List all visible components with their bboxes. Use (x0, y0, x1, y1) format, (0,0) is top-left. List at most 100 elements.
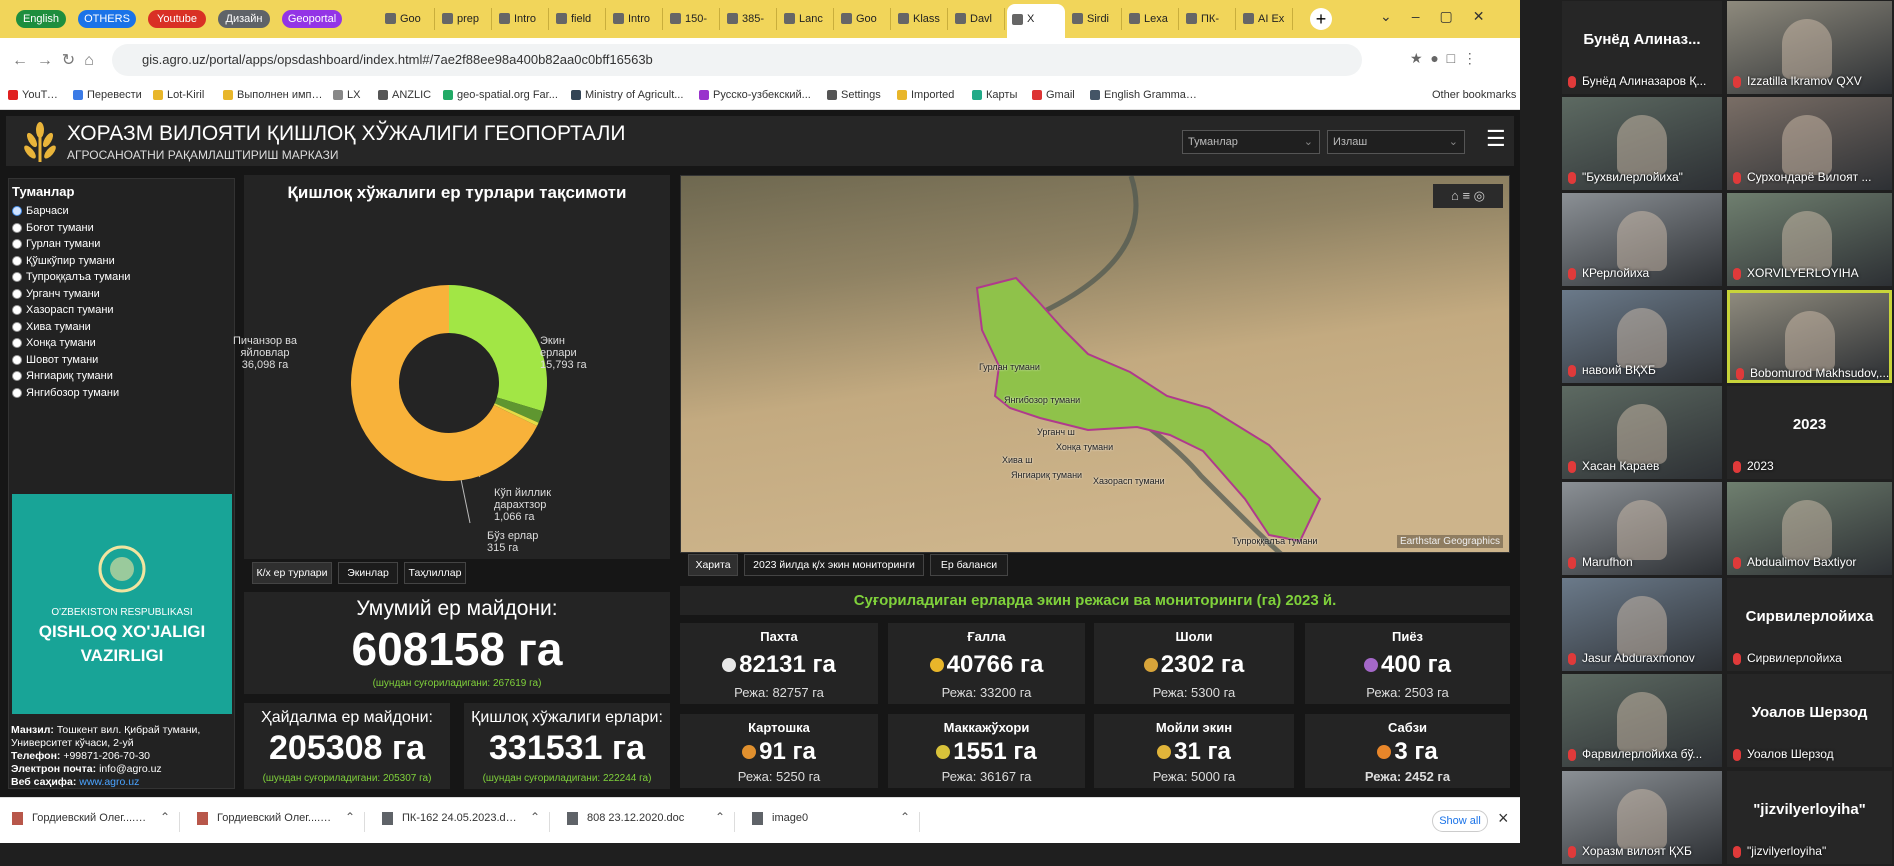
video-tile[interactable]: Уоалов Шерзод Уоалов Шерзод (1727, 674, 1892, 768)
download-item[interactable]: ПК-162 24.05.2023.doc ⌃ (382, 810, 550, 832)
browser-tab[interactable]: Intro (494, 8, 549, 30)
tab[interactable]: Ер баланси (930, 554, 1008, 576)
video-tile[interactable]: Хасан Караев (1562, 385, 1722, 479)
download-item[interactable]: image0 ⌃ (752, 810, 920, 832)
video-tile[interactable]: Izzatilla Ikramov QXV (1727, 1, 1892, 94)
video-tile[interactable]: Фарвилерлойиха бў... (1562, 674, 1722, 768)
download-item[interactable]: Гордиевский Олег....zip ⌃ (197, 810, 365, 832)
tab-group[interactable]: Дизайн (218, 10, 270, 28)
video-tile[interactable]: Marufhon (1562, 482, 1722, 575)
browser-tab[interactable]: prep (437, 8, 492, 30)
video-tile[interactable]: Бунёд Алиназ... Бунёд Алиназаров Қ... (1562, 1, 1722, 94)
tab-group[interactable]: OTHERS (78, 10, 136, 28)
tab-group[interactable]: Youtube (148, 10, 206, 28)
radio[interactable] (12, 338, 22, 348)
bookmark[interactable]: Русско-узбекский... (699, 89, 817, 101)
bookmark[interactable]: Imported (897, 89, 962, 101)
file-menu[interactable]: ⌃ (530, 810, 541, 824)
video-tile[interactable]: Сирвилерлойиха Сирвилерлойиха (1727, 578, 1892, 672)
district-option[interactable]: Гурлан тумани (12, 238, 100, 250)
video-tile[interactable]: 2023 2023 (1727, 385, 1892, 479)
video-tile[interactable]: "Бухвилерлойиха" (1562, 97, 1722, 191)
district-option[interactable]: Боғот тумани (12, 222, 94, 234)
tab-group[interactable]: English (16, 10, 66, 28)
tab-group[interactable]: Geoportal (282, 10, 342, 28)
radio[interactable] (12, 255, 22, 266)
browser-tab[interactable]: Goo (380, 8, 435, 30)
close-downloads[interactable]: × (1498, 808, 1509, 828)
toolbar-icons[interactable]: ★ ● □ ⋮ (1410, 50, 1477, 66)
radio[interactable] (12, 305, 22, 315)
bookmark[interactable]: ANZLIC (378, 89, 433, 101)
video-tile[interactable]: XORVILYERLOYIHA (1727, 193, 1892, 287)
radio[interactable] (12, 239, 22, 249)
video-tile[interactable]: Сурхондарё Вилоят ... (1727, 97, 1892, 191)
file-menu[interactable]: ⌃ (900, 810, 911, 824)
omnibox[interactable]: gis.agro.uz/portal/apps/opsdashboard/ind… (112, 44, 1362, 76)
radio[interactable] (12, 321, 22, 332)
download-item[interactable]: 808 23.12.2020.doc ⌃ (567, 810, 735, 832)
district-option[interactable]: Янгибозор тумани (12, 387, 119, 399)
video-tile[interactable]: "jizvilyerloyiha" "jizvilyerloyiha" (1727, 770, 1892, 864)
dropdown[interactable]: Излаш ⌄ (1327, 130, 1465, 154)
show-all-button[interactable]: Show all (1432, 810, 1488, 832)
browser-tab[interactable]: 385- (722, 8, 777, 30)
bookmark[interactable]: Settings (827, 89, 887, 101)
browser-tab[interactable]: Sirdi (1067, 8, 1122, 30)
nav-buttons[interactable]: ← → ↻ ⌂ (12, 52, 94, 69)
radio[interactable] (12, 288, 22, 299)
new-tab[interactable]: + (1310, 8, 1332, 30)
bookmark[interactable]: Выполнен импорт (223, 89, 323, 101)
bookmark[interactable]: English Grammar L... (1090, 89, 1200, 101)
file-menu[interactable]: ⌃ (715, 810, 726, 824)
video-tile[interactable]: Jasur Abduraxmonov (1562, 578, 1722, 672)
contact-value[interactable]: www.agro.uz (79, 776, 140, 788)
district-option[interactable]: Тупроққалъа тумани (12, 271, 130, 283)
map[interactable]: ⌂ ≡ ◎ Гурлан тумани Янгибозор тумани Урган… (680, 175, 1510, 553)
district-option[interactable]: Шовот тумани (12, 354, 98, 366)
donut-segment[interactable] (351, 285, 538, 481)
browser-tab[interactable]: Klass (893, 8, 948, 30)
video-tile[interactable]: Abdualimov Baxtiyor (1727, 482, 1892, 575)
bookmark[interactable]: Ministry of Agricult... (571, 89, 689, 101)
district-option[interactable]: Хазорасп тумани (12, 304, 114, 316)
video-tile[interactable]: Bobomurod Makhsudov,... (1727, 289, 1892, 383)
donut-segment[interactable] (449, 285, 547, 412)
bookmark[interactable]: Lot-Kiril (153, 89, 213, 101)
radio[interactable] (12, 387, 22, 398)
radio[interactable] (12, 354, 22, 365)
video-tile[interactable]: Хоразм вилоят ҚХБ (1562, 770, 1722, 864)
menu-button[interactable]: ☰ (1486, 126, 1506, 151)
district-option[interactable]: Барчаси (12, 205, 69, 217)
bookmark[interactable]: Перевести (73, 89, 143, 101)
other-bookmarks[interactable]: Other bookmarks (1432, 89, 1517, 101)
browser-tab[interactable]: field (551, 8, 606, 30)
tab[interactable]: К/х ер турлари (252, 562, 332, 584)
browser-tab[interactable]: Davl (950, 8, 1005, 30)
tab[interactable]: Харита (688, 554, 738, 576)
browser-tab[interactable]: X (1007, 4, 1065, 38)
dropdown[interactable]: Туманлар ⌄ (1182, 130, 1320, 154)
bookmark[interactable]: YouTube (8, 89, 63, 101)
donut-segment[interactable] (494, 397, 543, 423)
donut-segment[interactable] (493, 403, 539, 427)
bookmark[interactable]: Gmail (1032, 89, 1080, 101)
district-option[interactable]: Янгиариқ тумани (12, 370, 113, 382)
bookmark[interactable]: Карты (972, 89, 1022, 101)
district-option[interactable]: Хонқа тумани (12, 337, 96, 349)
radio[interactable] (12, 371, 22, 381)
browser-tab[interactable]: AI Ex (1238, 8, 1293, 30)
browser-tab[interactable]: Intro (608, 8, 663, 30)
video-tile[interactable]: КРерлойиха (1562, 193, 1722, 287)
tab[interactable]: Экинлар (338, 562, 398, 584)
browser-tab[interactable]: 150- (665, 8, 720, 30)
file-menu[interactable]: ⌃ (160, 810, 171, 824)
district-option[interactable]: Қўшкўпир тумани (12, 255, 115, 267)
tab[interactable]: Таҳлиллар (404, 562, 466, 584)
radio[interactable] (12, 206, 22, 216)
browser-tab[interactable]: ПК- (1181, 8, 1236, 30)
district-option[interactable]: Хива тумани (12, 321, 91, 333)
district-option[interactable]: Урганч тумани (12, 288, 100, 300)
video-tile[interactable]: навоий ВҚХБ (1562, 289, 1722, 383)
map-tools[interactable]: ⌂ ≡ ◎ (1433, 184, 1503, 208)
